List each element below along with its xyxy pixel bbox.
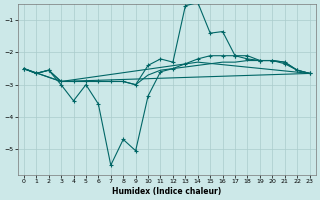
X-axis label: Humidex (Indice chaleur): Humidex (Indice chaleur) — [112, 187, 221, 196]
